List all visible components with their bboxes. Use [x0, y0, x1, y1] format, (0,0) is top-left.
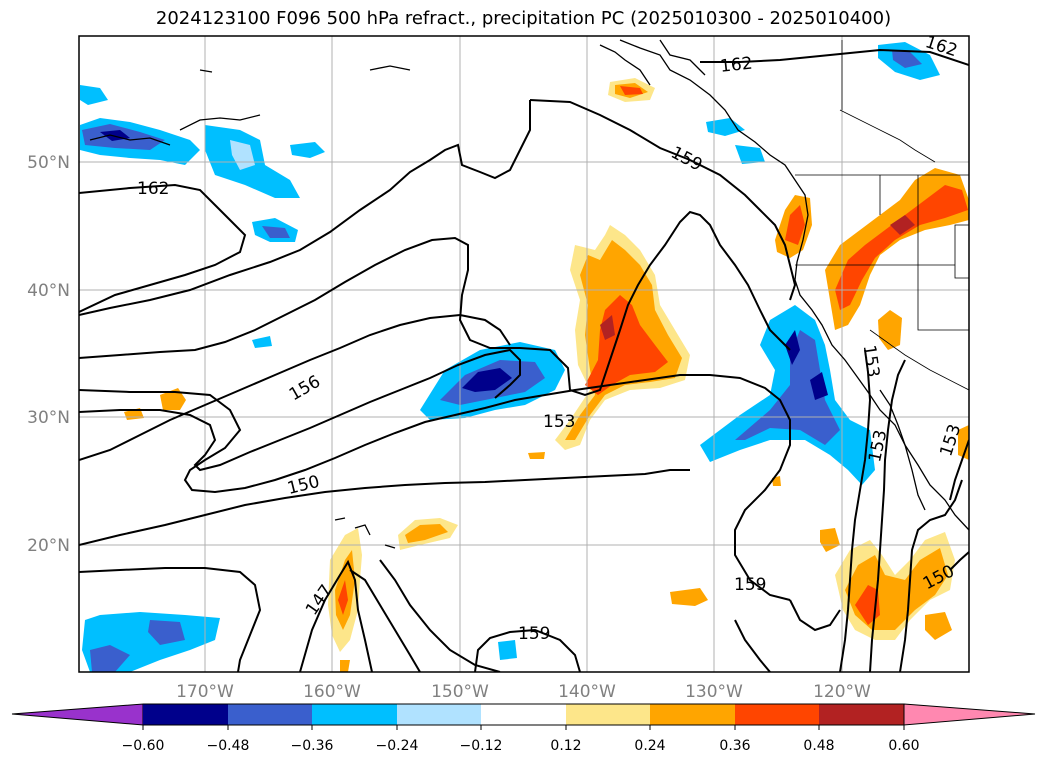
lon-tick-120w: 120°W	[813, 682, 871, 702]
refractivity-contours	[79, 48, 969, 672]
lon-tick-160w: 160°W	[303, 682, 361, 702]
colorbar-bin-9	[819, 704, 904, 725]
lon-tick-150w: 150°W	[431, 682, 489, 702]
colorbar-tick-10: 0.60	[888, 738, 919, 754]
coastlines	[89, 39, 969, 549]
colorbar-bin-5	[481, 704, 566, 725]
state-borders	[795, 40, 969, 391]
colorbar-bin-4	[397, 704, 481, 725]
colorbar-tick-7: 0.24	[634, 738, 665, 754]
colorbar-bin-2	[228, 704, 312, 725]
colorbar-extend-high	[903, 703, 1036, 726]
lat-tick-50n: 50°N	[27, 153, 70, 173]
contour-label-162-b: 162	[719, 54, 753, 77]
chart-title: 2024123100 F096 500 hPa refract., precip…	[155, 8, 892, 29]
contour-label-153-a: 153	[543, 412, 575, 432]
contour-label-153-b: 153	[859, 344, 883, 379]
colorbar-tick-1: −0.60	[122, 738, 165, 754]
colorbar-bin-7	[650, 704, 735, 725]
colorbar-bin-6	[566, 704, 650, 725]
contour-label-159-b: 159	[734, 575, 766, 595]
contour-label-162-a: 162	[137, 179, 169, 199]
colorbar-tick-9: 0.48	[803, 738, 834, 754]
colorbar-tick-8: 0.36	[719, 738, 750, 754]
colorbar-extend-low	[11, 703, 144, 726]
latitude-ticks: 50°N 40°N 30°N 20°N	[27, 153, 70, 556]
lon-tick-130w: 130°W	[685, 682, 743, 702]
colorbar: −0.60 −0.48 −0.36 −0.24 −0.12 0.12 0.24 …	[11, 703, 1036, 754]
colorbar-bin-8	[735, 704, 819, 725]
colorbar-tick-4: −0.24	[376, 738, 419, 754]
colorbar-tick-6: 0.12	[550, 738, 581, 754]
colorbar-bin-1	[143, 704, 228, 725]
lat-tick-40n: 40°N	[27, 281, 70, 301]
lon-tick-170w: 170°W	[176, 682, 234, 702]
colorbar-tick-5: −0.12	[460, 738, 503, 754]
colorbar-bin-3	[312, 704, 397, 725]
contour-label-159-c: 159	[518, 624, 550, 644]
lon-tick-140w: 140°W	[558, 682, 616, 702]
colorbar-tick-3: −0.36	[291, 738, 334, 754]
gridlines	[79, 36, 969, 672]
lat-tick-30n: 30°N	[27, 408, 70, 428]
map-frame	[78, 35, 970, 673]
longitude-ticks: 170°W 160°W 150°W 140°W 130°W 120°W	[176, 682, 871, 702]
colorbar-tick-2: −0.48	[207, 738, 250, 754]
lat-tick-20n: 20°N	[27, 536, 70, 556]
